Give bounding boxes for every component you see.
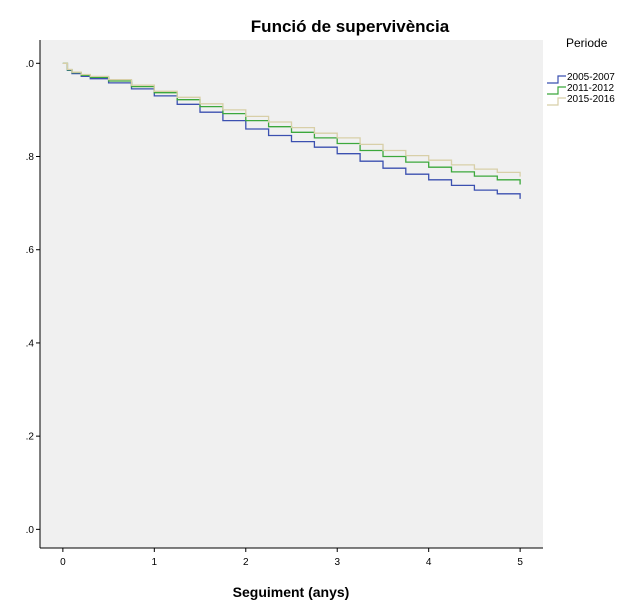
y-tick-label: .0	[26, 59, 35, 70]
series-line-2015-2016	[62, 62, 521, 177]
y-tick-label: .6	[26, 245, 35, 256]
legend-title: Periode	[566, 36, 608, 50]
legend-swatch	[547, 86, 566, 95]
plot-area	[40, 40, 543, 548]
x-ticks: 0 1 2 3 4 5	[60, 548, 523, 568]
y-tick-label: .8	[26, 152, 35, 163]
x-tick-label: 3	[334, 557, 340, 568]
x-tick-label: 1	[152, 557, 158, 568]
legend-label: 2015-2016	[567, 94, 615, 105]
legend-swatch	[547, 75, 566, 84]
x-tick-label: 4	[426, 557, 432, 568]
legend-label: 2011-2012	[567, 83, 615, 94]
legend-label: 2005-2007	[567, 72, 615, 83]
y-tick-label: .0	[26, 525, 35, 536]
y-ticks: .0 .2 .4 .6 .8 .0	[26, 59, 40, 536]
y-tick-label: .4	[26, 338, 35, 349]
legend-swatch	[547, 97, 566, 106]
x-tick-label: 5	[517, 557, 523, 568]
x-axis-label: Seguiment (anys)	[233, 584, 350, 600]
series-layer	[62, 62, 521, 199]
x-tick-label: 2	[243, 557, 249, 568]
x-tick-label: 0	[60, 557, 66, 568]
y-tick-label: .2	[26, 432, 35, 443]
chart-title: Funció de supervivència	[251, 17, 450, 36]
